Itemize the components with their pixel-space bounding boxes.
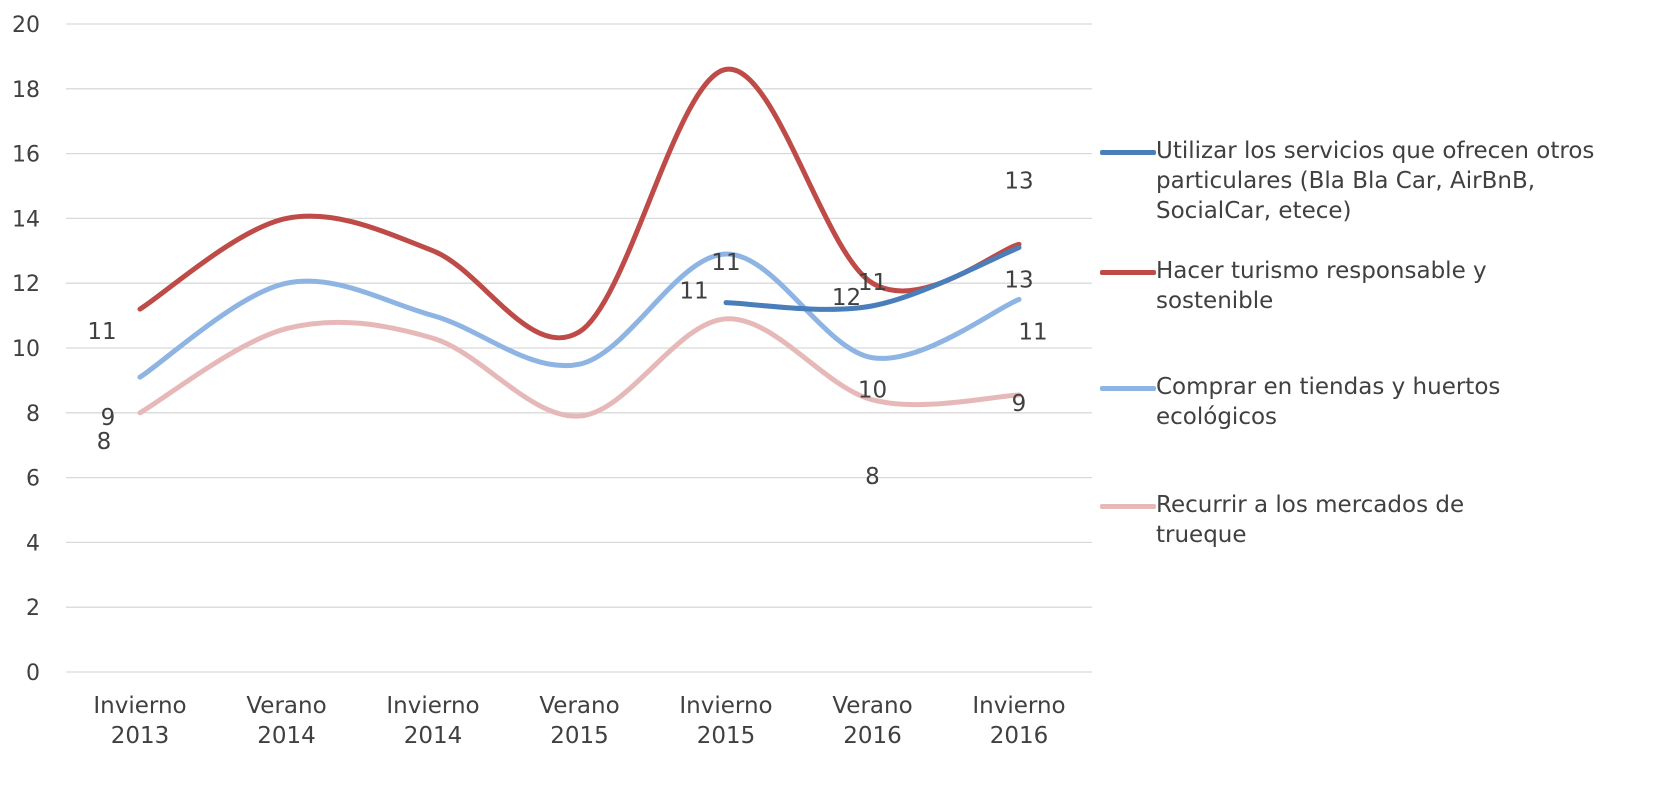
line-chart: 0 2 4 6 8 10 12 14 16 18 20 Invierno 2013 Verano 2014 I… bbox=[12, 13, 1092, 749]
x-tick-label: 2015 bbox=[550, 723, 609, 749]
x-tick-label: 2014 bbox=[404, 723, 463, 749]
y-tick-label: 18 bbox=[12, 78, 40, 103]
y-tick-label: 2 bbox=[26, 596, 40, 621]
y-tick-label: 0 bbox=[26, 661, 40, 686]
data-label: 8 bbox=[97, 429, 112, 455]
x-tick-label: Invierno bbox=[386, 693, 479, 719]
y-tick-label: 14 bbox=[12, 207, 40, 232]
y-tick-label: 4 bbox=[26, 531, 40, 556]
series-line-0 bbox=[723, 245, 1022, 312]
legend-label: Comprar en tiendas y huertos ecológicos bbox=[1156, 374, 1501, 430]
data-label: 11 bbox=[1018, 319, 1047, 345]
legend-item-3: Recurrir a los mercados de trueque bbox=[1100, 490, 1655, 550]
data-label: 11 bbox=[711, 250, 740, 276]
legend: Utilizar los servicios que ofrecen otros… bbox=[1100, 0, 1659, 793]
y-tick-label: 6 bbox=[26, 467, 40, 492]
legend-swatch bbox=[1100, 150, 1156, 155]
x-tick-label: 2014 bbox=[257, 723, 316, 749]
x-tick-label: 2013 bbox=[111, 723, 170, 749]
series-line-3 bbox=[137, 316, 1022, 419]
legend-label: Hacer turismo responsable y sostenible bbox=[1156, 258, 1487, 314]
legend-item-1: Hacer turismo responsable y sostenible bbox=[1100, 256, 1655, 316]
y-tick-label: 12 bbox=[12, 272, 40, 297]
legend-item-0: Utilizar los servicios que ofrecen otros… bbox=[1100, 136, 1655, 226]
legend-swatch bbox=[1100, 504, 1156, 509]
series-line-2 bbox=[137, 251, 1022, 380]
x-tick-label: Verano bbox=[832, 693, 912, 719]
legend-label: Utilizar los servicios que ofrecen otros… bbox=[1156, 138, 1595, 224]
data-label: 12 bbox=[832, 285, 861, 311]
x-tick-label: 2016 bbox=[990, 723, 1049, 749]
legend-item-2: Comprar en tiendas y huertos ecológicos bbox=[1100, 372, 1655, 432]
x-tick-label: Invierno bbox=[93, 693, 186, 719]
x-tick-label: Invierno bbox=[679, 693, 772, 719]
y-tick-label: 16 bbox=[12, 143, 40, 168]
y-tick-label: 8 bbox=[26, 402, 40, 427]
legend-label: Recurrir a los mercados de trueque bbox=[1156, 492, 1465, 548]
data-label: 11 bbox=[679, 279, 708, 305]
data-label: 13 bbox=[1004, 268, 1033, 294]
y-tick-label: 20 bbox=[12, 13, 40, 38]
y-tick-label: 10 bbox=[12, 337, 40, 362]
data-label: 9 bbox=[1012, 391, 1027, 417]
data-label: 9 bbox=[101, 405, 116, 431]
legend-swatch bbox=[1100, 270, 1156, 275]
data-label: 8 bbox=[865, 464, 880, 490]
series-line-1 bbox=[137, 66, 1022, 341]
x-tick-label: Invierno bbox=[972, 693, 1065, 719]
x-tick-label: Verano bbox=[539, 693, 619, 719]
data-label: 11 bbox=[858, 270, 887, 296]
data-label: 11 bbox=[87, 319, 116, 345]
legend-swatch bbox=[1100, 386, 1156, 391]
x-tick-label: 2016 bbox=[843, 723, 902, 749]
data-label: 13 bbox=[1004, 168, 1033, 194]
x-tick-label: 2015 bbox=[697, 723, 756, 749]
data-label: 10 bbox=[858, 378, 887, 404]
x-tick-label: Verano bbox=[246, 693, 326, 719]
